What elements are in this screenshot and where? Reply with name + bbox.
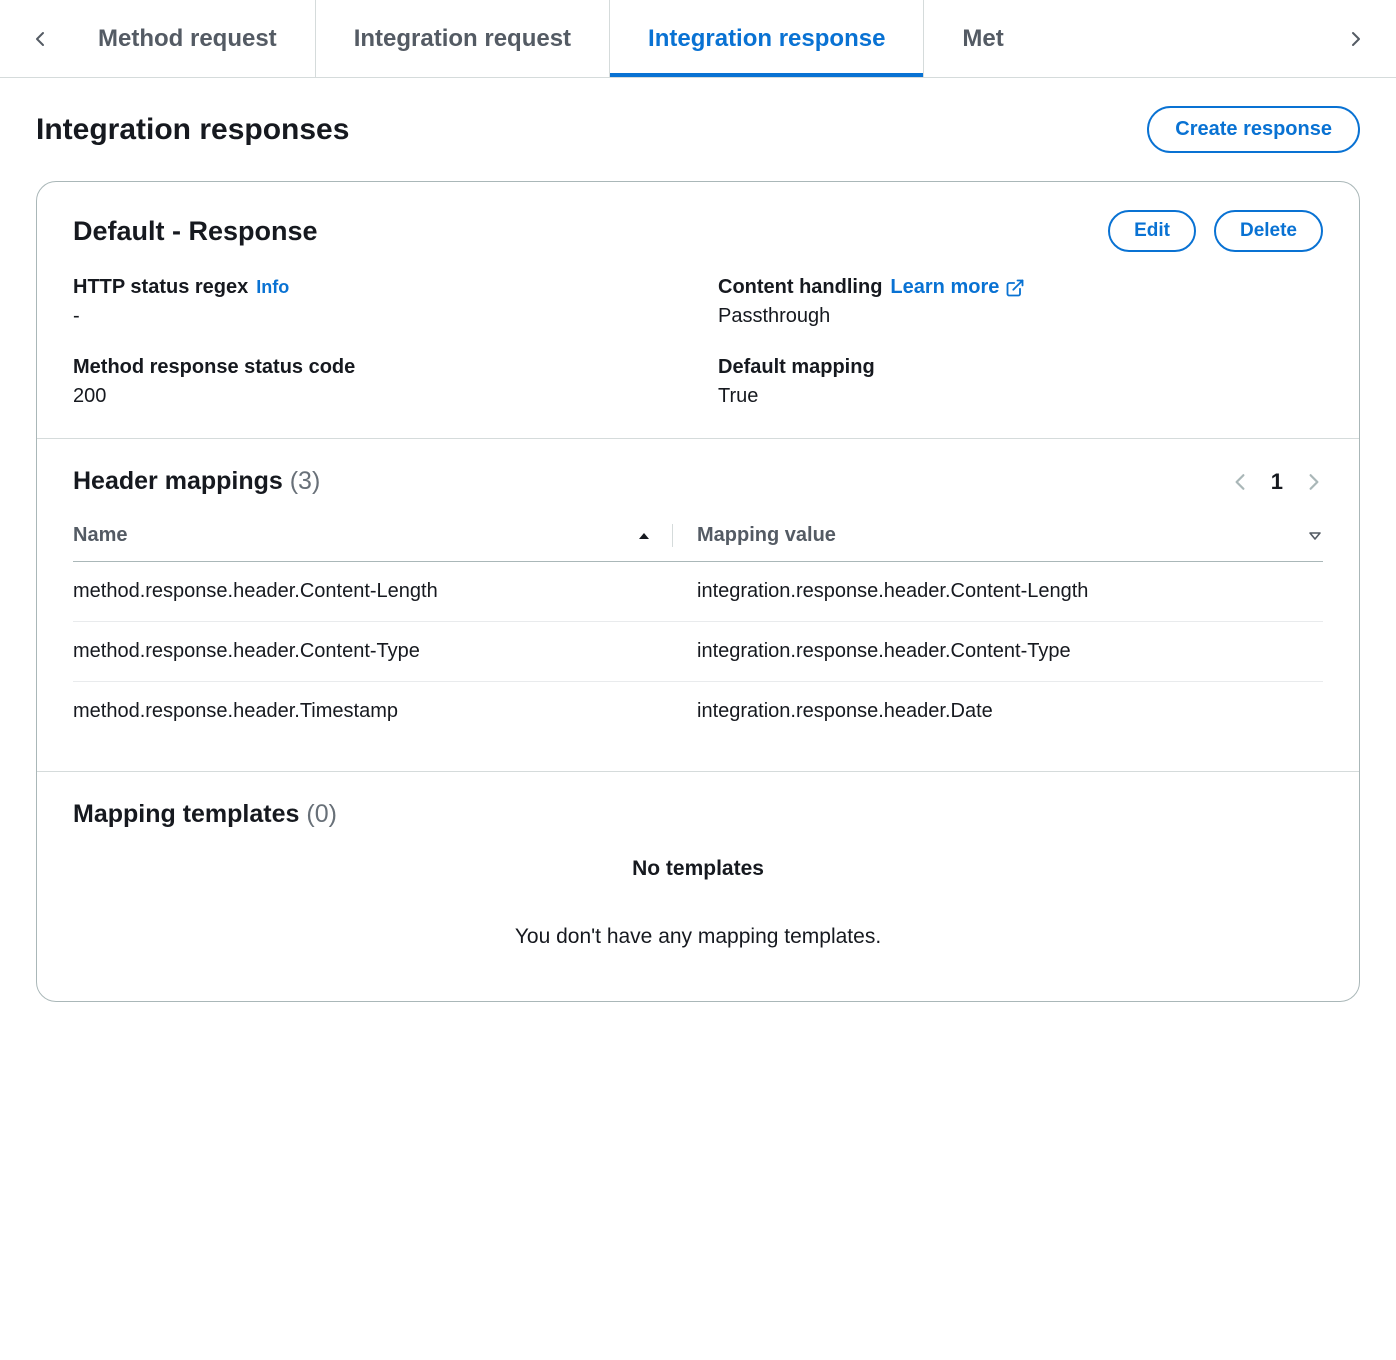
header-mappings-titlebar: Header mappings (3) 1 <box>73 467 1323 496</box>
page-header: Integration responses Create response <box>0 78 1396 173</box>
count-text: (3) <box>290 467 321 495</box>
header-mappings-table: Name Mapping value method.response.heade… <box>73 514 1323 741</box>
tab-method-response-truncated[interactable]: Met <box>923 0 1041 77</box>
sort-ascending-icon <box>636 528 652 544</box>
learn-more-link[interactable]: Learn more <box>890 276 1025 299</box>
response-summary-section: Default - Response Edit Delete HTTP stat… <box>37 182 1359 438</box>
tabs-list: Method request Integration request Integ… <box>60 0 1336 77</box>
column-label: Name <box>73 524 127 547</box>
tabs-scroll-left-button[interactable] <box>20 19 60 59</box>
page-number: 1 <box>1271 469 1283 495</box>
page-title: Integration responses <box>36 113 349 147</box>
field-label: HTTP status regex Info <box>73 276 678 299</box>
header-mappings-section: Header mappings (3) 1 Name <box>37 438 1359 771</box>
label-text: Content handling <box>718 276 882 299</box>
column-header-name[interactable]: Name <box>73 524 673 547</box>
edit-button[interactable]: Edit <box>1108 210 1196 252</box>
column-settings-icon[interactable] <box>1307 528 1323 544</box>
response-name: Default - Response <box>73 216 318 247</box>
cell-name: method.response.header.Content-Length <box>73 580 673 603</box>
label-text: HTTP status regex <box>73 276 248 299</box>
response-summary-header: Default - Response Edit Delete <box>73 210 1323 252</box>
tabs-scroll-right-button[interactable] <box>1336 19 1376 59</box>
title-text: Header mappings <box>73 467 283 495</box>
learn-more-text: Learn more <box>890 276 999 299</box>
cell-mapping: integration.response.header.Content-Leng… <box>673 580 1323 603</box>
tabs-bar: Method request Integration request Integ… <box>0 0 1396 78</box>
field-value: Passthrough <box>718 305 1323 328</box>
field-http-status-regex: HTTP status regex Info - <box>73 276 678 328</box>
create-response-button[interactable]: Create response <box>1147 106 1360 153</box>
field-value: 200 <box>73 385 678 408</box>
field-default-mapping: Default mapping True <box>718 356 1323 408</box>
table-row: method.response.header.Content-Length in… <box>73 562 1323 622</box>
empty-state-title: No templates <box>73 857 1323 881</box>
empty-state: No templates You don't have any mapping … <box>73 829 1323 971</box>
column-header-mapping-value[interactable]: Mapping value <box>673 524 1323 547</box>
field-value: True <box>718 385 1323 408</box>
delete-button[interactable]: Delete <box>1214 210 1323 252</box>
response-panel: Default - Response Edit Delete HTTP stat… <box>36 181 1360 1002</box>
pagination: 1 <box>1231 469 1323 495</box>
chevron-right-icon <box>1305 473 1323 491</box>
info-link[interactable]: Info <box>256 277 289 298</box>
tab-integration-request[interactable]: Integration request <box>315 0 609 77</box>
cell-mapping: integration.response.header.Content-Type <box>673 640 1323 663</box>
response-actions: Edit Delete <box>1108 210 1323 252</box>
header-mappings-title: Header mappings (3) <box>73 467 320 496</box>
table-header-row: Name Mapping value <box>73 514 1323 562</box>
field-label: Content handling Learn more <box>718 276 1323 299</box>
page-prev-button[interactable] <box>1231 473 1249 491</box>
external-link-icon <box>1005 278 1025 298</box>
empty-state-subtitle: You don't have any mapping templates. <box>73 925 1323 949</box>
cell-name: method.response.header.Timestamp <box>73 700 673 723</box>
tab-integration-response[interactable]: Integration response <box>609 0 923 77</box>
chevron-left-icon <box>32 31 48 47</box>
tab-method-request[interactable]: Method request <box>60 0 315 77</box>
mapping-templates-title: Mapping templates (0) <box>73 800 1323 829</box>
cell-mapping: integration.response.header.Date <box>673 700 1323 723</box>
field-method-response-status-code: Method response status code 200 <box>73 356 678 408</box>
chevron-left-icon <box>1231 473 1249 491</box>
cell-name: method.response.header.Content-Type <box>73 640 673 663</box>
chevron-right-icon <box>1348 31 1364 47</box>
table-row: method.response.header.Content-Type inte… <box>73 622 1323 682</box>
field-value: - <box>73 305 678 328</box>
page-next-button[interactable] <box>1305 473 1323 491</box>
response-fields-grid: HTTP status regex Info - Content handlin… <box>73 276 1323 408</box>
table-row: method.response.header.Timestamp integra… <box>73 682 1323 741</box>
field-label: Default mapping <box>718 356 1323 379</box>
count-text: (0) <box>306 800 337 828</box>
field-content-handling: Content handling Learn more Passthrough <box>718 276 1323 328</box>
field-label: Method response status code <box>73 356 678 379</box>
mapping-templates-section: Mapping templates (0) No templates You d… <box>37 771 1359 1001</box>
title-text: Mapping templates <box>73 800 299 828</box>
column-label: Mapping value <box>697 524 836 547</box>
